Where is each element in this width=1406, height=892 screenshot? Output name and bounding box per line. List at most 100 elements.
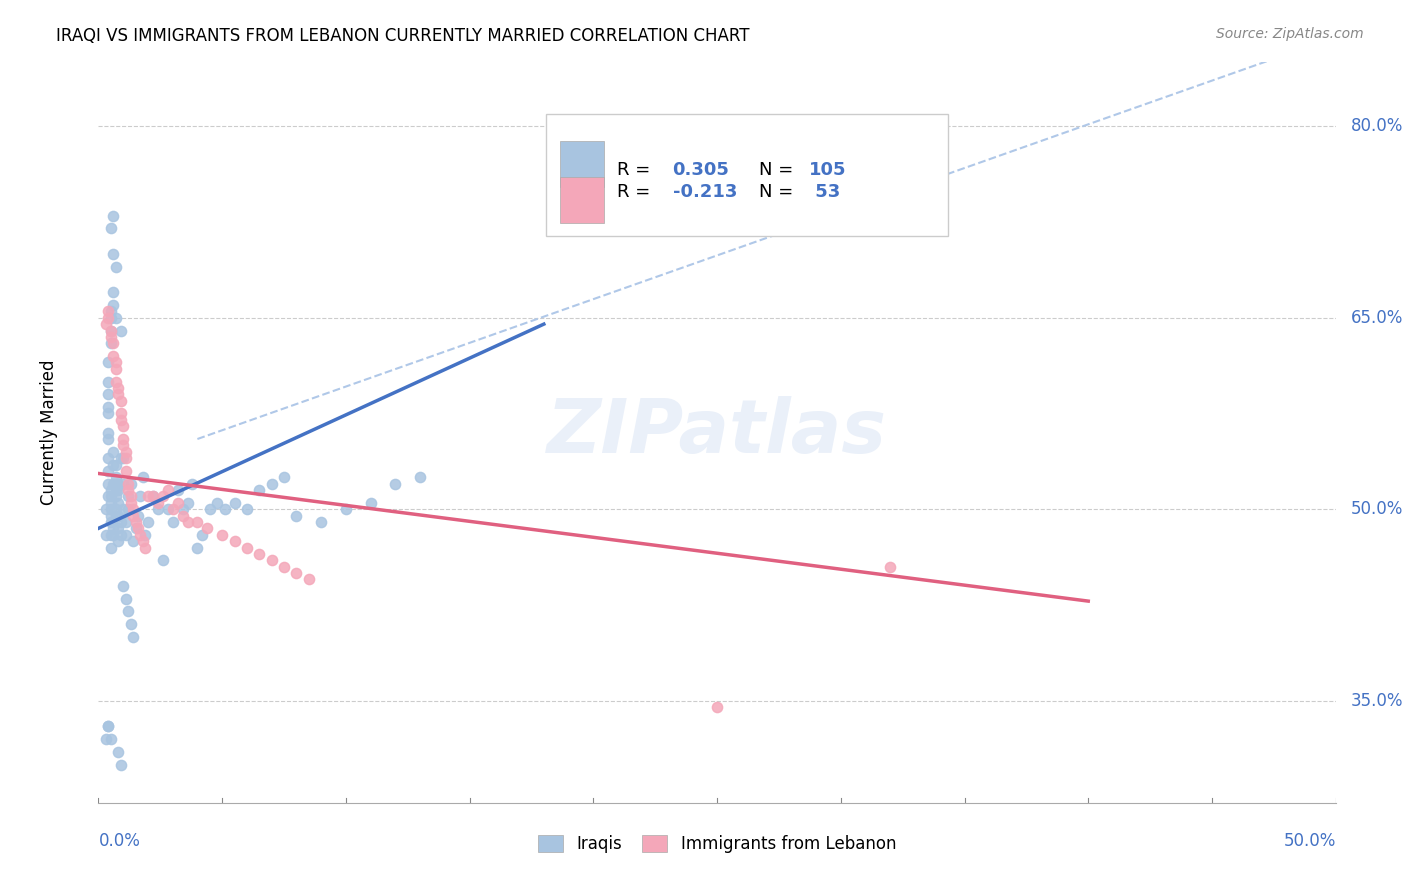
Point bbox=[107, 508, 129, 523]
Point bbox=[100, 508, 122, 523]
Point bbox=[114, 464, 136, 478]
Point bbox=[198, 502, 221, 516]
Point bbox=[103, 349, 125, 363]
Legend: Iraqis, Immigrants from Lebanon: Iraqis, Immigrants from Lebanon bbox=[530, 826, 904, 861]
Text: 53: 53 bbox=[808, 183, 839, 201]
Point bbox=[104, 361, 127, 376]
Point bbox=[273, 470, 295, 484]
Text: N =: N = bbox=[759, 161, 793, 178]
Point bbox=[124, 515, 146, 529]
Point bbox=[309, 515, 332, 529]
Point bbox=[94, 527, 117, 541]
Point bbox=[360, 496, 382, 510]
Point bbox=[273, 559, 295, 574]
Point bbox=[107, 476, 129, 491]
Point bbox=[104, 483, 127, 497]
Point bbox=[152, 490, 174, 504]
Point bbox=[114, 444, 136, 458]
Point bbox=[260, 553, 283, 567]
Point bbox=[114, 527, 136, 541]
Text: 50.0%: 50.0% bbox=[1284, 832, 1336, 850]
Point bbox=[100, 324, 122, 338]
Point bbox=[176, 496, 198, 510]
Text: R =: R = bbox=[617, 183, 650, 201]
Point bbox=[107, 496, 129, 510]
Point bbox=[103, 209, 125, 223]
Text: 0.0%: 0.0% bbox=[98, 832, 141, 850]
Point bbox=[114, 451, 136, 466]
Point bbox=[112, 451, 135, 466]
Point bbox=[120, 617, 142, 632]
Point bbox=[97, 425, 120, 440]
Point bbox=[103, 458, 125, 472]
Point bbox=[181, 476, 204, 491]
Point bbox=[107, 483, 129, 497]
Point bbox=[100, 324, 122, 338]
Point bbox=[97, 400, 120, 414]
Point bbox=[120, 496, 142, 510]
Point bbox=[260, 476, 283, 491]
Point bbox=[100, 541, 122, 555]
Point bbox=[285, 566, 308, 580]
Point bbox=[112, 438, 135, 452]
Point bbox=[104, 375, 127, 389]
Point bbox=[94, 731, 117, 746]
Point bbox=[100, 330, 122, 344]
Point bbox=[104, 502, 127, 516]
Point bbox=[104, 470, 127, 484]
Text: 105: 105 bbox=[808, 161, 846, 178]
Point bbox=[132, 534, 155, 549]
Point bbox=[122, 502, 145, 516]
Point bbox=[100, 221, 122, 235]
Point bbox=[298, 573, 321, 587]
Point bbox=[122, 508, 145, 523]
Text: 65.0%: 65.0% bbox=[1351, 309, 1403, 326]
Point bbox=[114, 591, 136, 606]
Point bbox=[120, 476, 142, 491]
Point bbox=[285, 508, 308, 523]
Point bbox=[142, 490, 165, 504]
Point bbox=[152, 553, 174, 567]
Point bbox=[107, 387, 129, 401]
FancyBboxPatch shape bbox=[560, 141, 605, 187]
Point bbox=[103, 298, 125, 312]
Point bbox=[110, 324, 132, 338]
Point bbox=[97, 355, 120, 369]
Point bbox=[104, 490, 127, 504]
Point bbox=[110, 515, 132, 529]
Point bbox=[335, 502, 357, 516]
Point bbox=[136, 490, 159, 504]
Point bbox=[236, 502, 259, 516]
Point bbox=[117, 490, 139, 504]
Point bbox=[104, 508, 127, 523]
Point bbox=[107, 381, 129, 395]
Point bbox=[100, 731, 122, 746]
Point bbox=[136, 515, 159, 529]
Point bbox=[103, 444, 125, 458]
Point bbox=[117, 604, 139, 618]
Point bbox=[100, 336, 122, 351]
Point bbox=[103, 476, 125, 491]
Point bbox=[94, 502, 117, 516]
Point bbox=[104, 476, 127, 491]
Point bbox=[384, 476, 406, 491]
Point bbox=[127, 508, 149, 523]
Text: Source: ZipAtlas.com: Source: ZipAtlas.com bbox=[1216, 27, 1364, 41]
Text: 50.0%: 50.0% bbox=[1351, 500, 1403, 518]
Text: 80.0%: 80.0% bbox=[1351, 117, 1403, 136]
Point bbox=[172, 502, 194, 516]
Point bbox=[117, 502, 139, 516]
Point bbox=[176, 515, 198, 529]
Point bbox=[104, 310, 127, 325]
Point bbox=[97, 375, 120, 389]
Point bbox=[110, 413, 132, 427]
Point bbox=[156, 502, 179, 516]
Point bbox=[110, 451, 132, 466]
Point bbox=[94, 317, 117, 331]
Point bbox=[146, 502, 169, 516]
Point bbox=[112, 419, 135, 434]
Point bbox=[191, 527, 214, 541]
Text: 0.305: 0.305 bbox=[672, 161, 730, 178]
Point bbox=[97, 464, 120, 478]
Point bbox=[224, 496, 246, 510]
